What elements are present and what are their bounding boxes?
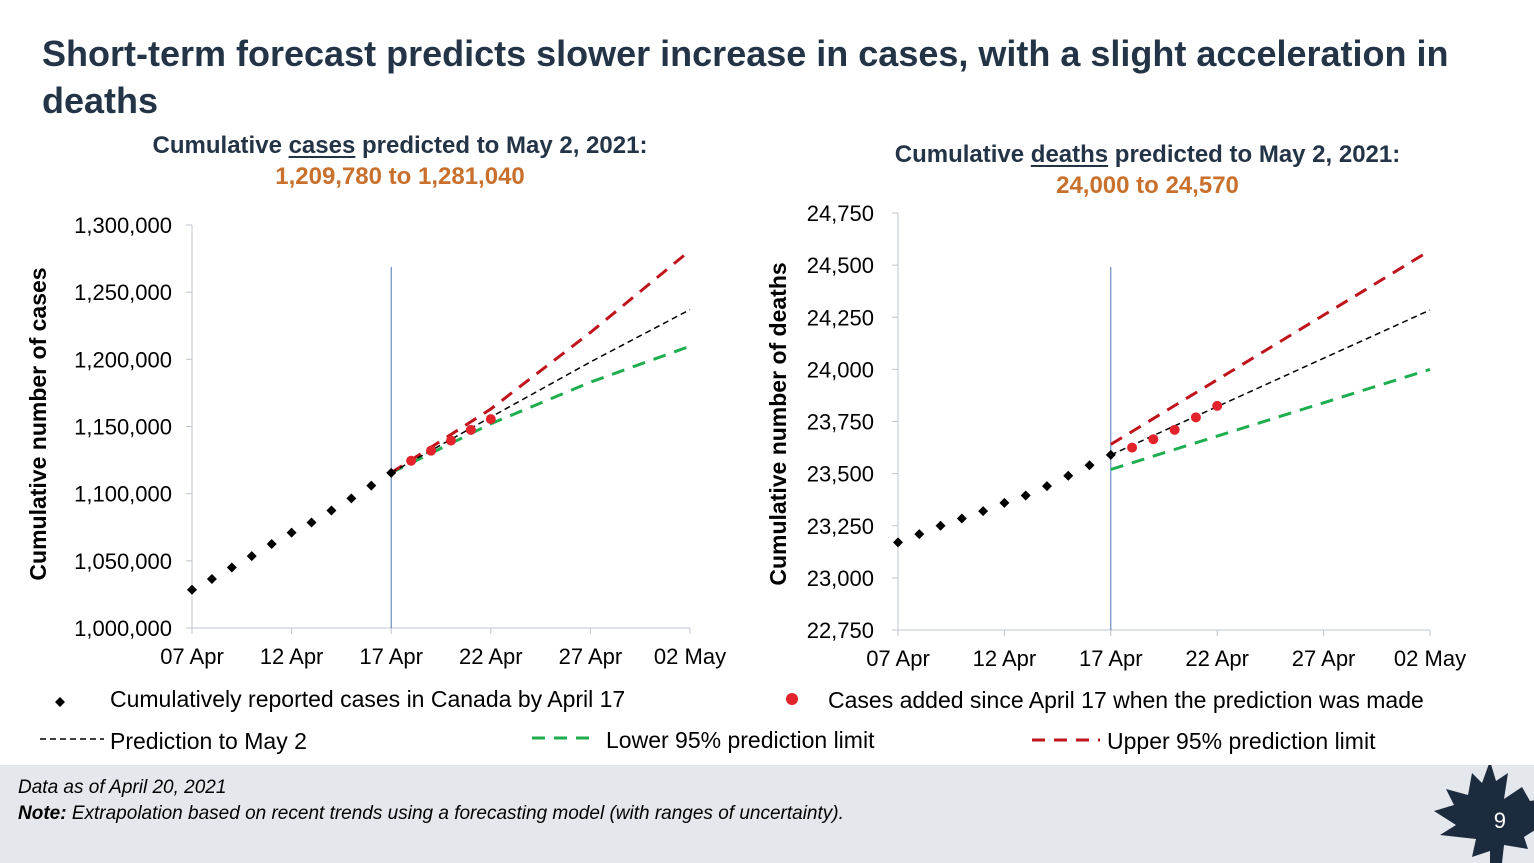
deaths-reported-point [1105,449,1116,460]
deaths-heading-text: Cumulative deaths predicted to May 2, 20… [894,141,1401,168]
cases-x-tick-label: 22 Apr [459,644,523,669]
cases-x-tick-label: 17 Apr [359,644,423,669]
cases-y-tick-label: 1,200,000 [74,347,172,372]
cases-x-tick-label: 27 Apr [559,644,623,669]
legend-upper-line [1032,738,1100,742]
deaths-lower-limit-line [1110,367,1431,471]
deaths-prediction-line [1110,309,1431,456]
cases-reported-point [206,573,217,584]
cases-y-axis-title: Cumulative number of cases [25,267,51,580]
cases-y-tick-label: 1,000,000 [74,616,172,641]
deaths-reported-point [999,497,1010,508]
deaths-y-axis-title: Cumulative number of deaths [765,262,791,585]
legend-lower-label: Lower 95% prediction limit [606,727,875,753]
deaths-y-tick-label: 24,750 [807,201,874,226]
deaths-x-tick-label: 07 Apr [866,646,930,671]
deaths-chart: 22,750 23,000 23,250 23,500 23,750 24,000 24,2… [765,201,1466,671]
data-as-of: Data as of April 20, 2021 [18,777,227,798]
deaths-y-tick-label: 23,750 [807,410,874,435]
cases-reported-point [266,539,277,550]
deaths-added-point [1169,424,1180,435]
cases-reported-point [286,527,297,538]
legend-prediction-line [40,738,104,740]
cases-reported-point [326,505,337,516]
cases-added-point [485,414,496,425]
deaths-y-tick-label: 24,000 [807,357,874,382]
cases-upper-limit-line [390,249,691,475]
deaths-x-tick-label: 17 Apr [1079,646,1143,671]
cases-reported-point [306,517,317,528]
deaths-chart-heading: Cumulative deaths predicted to May 2, 20… [790,139,1505,201]
deaths-reported-point [1063,470,1074,481]
cases-prediction-line [390,308,691,474]
cases-x-tick-label: 12 Apr [260,644,324,669]
deaths-reported-point [956,513,967,524]
deaths-y-tick-label: 23,000 [807,566,874,591]
deaths-x-tick-label: 27 Apr [1292,646,1356,671]
cases-added-point [445,435,456,446]
cases-y-tick-label: 1,150,000 [74,415,172,440]
deaths-x-tick-label: 02 May [1394,646,1466,671]
legend-prediction-label: Prediction to May 2 [110,728,307,754]
cases-y-tick-label: 1,250,000 [74,280,172,305]
deaths-added-point [1127,442,1138,453]
deaths-added-point [1190,412,1201,423]
cases-heading-text: Cumulative cases predicted to May 2, 202… [152,132,648,159]
slide-title: Short-term forecast predicts slower incr… [42,33,1449,121]
legend-reported-marker [55,697,65,707]
deaths-reported-point [978,506,989,517]
cases-reported-point [246,551,257,562]
deaths-y-tick-label: 23,500 [807,462,874,487]
page-number: 9 [1493,808,1506,833]
deaths-reported-point [935,520,946,531]
deaths-y-tick-label: 23,250 [807,514,874,539]
deaths-predicted-range: 24,000 to 24,570 [1056,172,1239,199]
deaths-y-tick-label: 24,500 [807,253,874,278]
cases-added-point [465,424,476,435]
deaths-added-point [1148,434,1159,445]
cases-chart-heading: Cumulative cases predicted to May 2, 202… [40,130,760,192]
cases-added-point [426,445,437,456]
cases-y-tick-label: 1,300,000 [74,213,172,238]
deaths-reported-point [893,537,903,548]
cases-reported-point [366,480,377,491]
deaths-reported-point [914,529,925,540]
cases-y-tick-label: 1,050,000 [74,549,172,574]
deaths-reported-point [1020,490,1031,501]
cases-reported-point [226,562,237,573]
footer-note: Note: Extrapolation based on recent tren… [18,803,844,824]
deaths-upper-limit-line [1110,249,1431,446]
maple-leaf-icon [1434,765,1534,863]
deaths-x-tick-label: 22 Apr [1185,646,1249,671]
deaths-x-tick-label: 12 Apr [973,646,1037,671]
deaths-reported-point [1041,481,1052,492]
footer-band: Data as of April 20, 2021 Note: Extrapol… [0,765,1534,863]
cases-reported-point [346,493,357,504]
cases-lower-limit-line [390,344,691,475]
deaths-y-tick-label: 24,250 [807,305,874,330]
legend-lower-line [532,736,598,740]
cases-x-tick-label: 07 Apr [160,644,224,669]
cases-y-tick-label: 1,100,000 [74,482,172,507]
cases-chart: 1,000,000 1,050,000 1,100,000 1,150,000 1,20… [25,213,726,669]
cases-predicted-range: 1,209,780 to 1,281,040 [275,163,525,190]
deaths-reported-point [1084,460,1095,471]
cases-reported-point [187,584,197,595]
deaths-added-point [1212,400,1223,411]
cases-added-point [406,455,417,466]
deaths-y-tick-label: 22,750 [807,618,874,643]
cases-reported-point [386,467,397,478]
legend-added-label: Cases added since April 17 when the pred… [828,687,1424,713]
legend-reported-label: Cumulatively reported cases in Canada by… [110,686,626,712]
legend-added-marker [786,693,798,705]
cases-x-tick-label: 02 May [654,644,726,669]
legend-upper-label: Upper 95% prediction limit [1107,728,1376,754]
